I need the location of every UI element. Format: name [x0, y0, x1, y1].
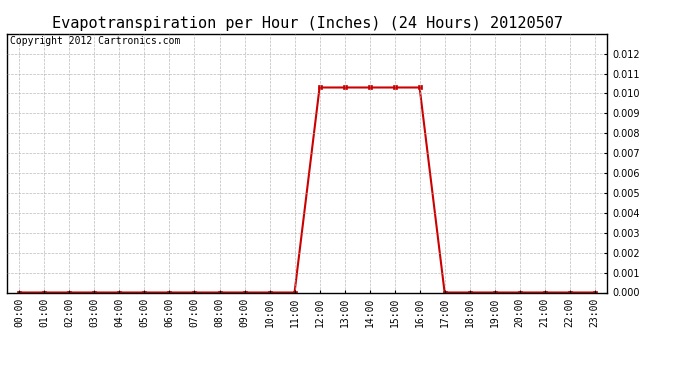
Text: Copyright 2012 Cartronics.com: Copyright 2012 Cartronics.com	[10, 36, 180, 46]
Title: Evapotranspiration per Hour (Inches) (24 Hours) 20120507: Evapotranspiration per Hour (Inches) (24…	[52, 16, 562, 31]
